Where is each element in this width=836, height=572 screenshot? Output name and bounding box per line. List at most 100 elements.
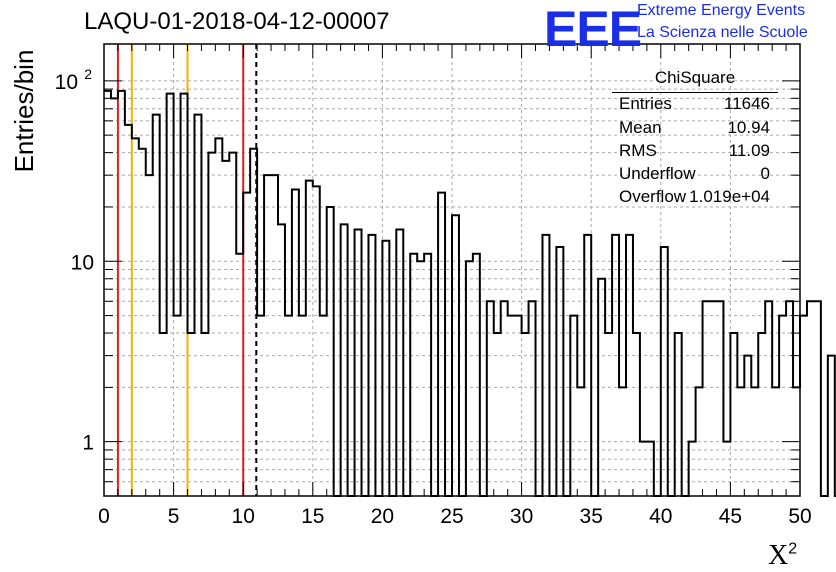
stat-label-entries: Entries (619, 94, 672, 113)
stat-value-rms: 11.09 (728, 141, 770, 160)
histogram-bin (132, 138, 139, 496)
histogram-bin (201, 333, 208, 496)
histogram-bin (647, 442, 654, 496)
histogram-bin (786, 301, 793, 496)
histogram-bin (689, 442, 696, 496)
histogram-bin (730, 333, 737, 496)
histogram-bin (529, 301, 536, 496)
histogram-bin (285, 316, 292, 496)
histogram-bin (306, 181, 313, 496)
histogram-bin (723, 442, 730, 496)
x-tick-label: 50 (788, 505, 811, 528)
histogram-bin (751, 387, 758, 496)
x-tick-label: 25 (440, 505, 463, 528)
histogram-bin (744, 356, 751, 496)
histogram-bin (111, 98, 118, 496)
histogram-bin (452, 215, 459, 496)
histogram-bin (758, 333, 765, 496)
histogram-bin (800, 316, 807, 496)
histogram-bin (570, 316, 577, 496)
histogram-bin (313, 186, 320, 496)
x-axis-label-base: X (768, 540, 789, 571)
histogram-bin (508, 316, 515, 496)
histogram-bin (807, 301, 814, 496)
histogram-bin (716, 301, 723, 496)
histogram-bin (494, 333, 501, 496)
stat-label-rms: RMS (619, 141, 657, 160)
stat-value-mean: 10.94 (727, 118, 770, 137)
histogram-bin (675, 333, 682, 496)
histogram-bin (612, 235, 619, 496)
histogram-bin (167, 94, 174, 496)
histogram-bin (598, 279, 605, 496)
stat-value-entries: 11646 (723, 94, 770, 113)
histogram-series (104, 89, 836, 497)
histogram-bin (577, 387, 584, 496)
histogram-bin (633, 333, 640, 496)
histogram-bin (396, 229, 403, 496)
histogram-bin (320, 316, 327, 496)
histogram-bin (368, 235, 375, 496)
histogram-bin (222, 161, 229, 496)
stats-box-title: ChiSquare (654, 68, 736, 87)
histogram-bin (250, 149, 257, 496)
x-tick-label: 5 (168, 505, 180, 528)
histogram-bin (765, 301, 772, 496)
histogram-bin (125, 125, 132, 496)
histogram-bin (466, 261, 473, 496)
x-tick-label: 45 (719, 505, 742, 528)
histogram-bin (417, 261, 424, 496)
histogram-bin (208, 153, 215, 496)
histogram-bin (160, 333, 167, 496)
stat-label-mean: Mean (619, 118, 662, 137)
histogram-bin (626, 235, 633, 496)
logo-line-2: La Scienza nelle Scuole (637, 24, 808, 41)
x-tick-label: 15 (301, 505, 324, 528)
y-axis-label: Entries/bin (9, 49, 39, 173)
histogram-bin (229, 153, 236, 496)
stat-label-underflow: Underflow (619, 164, 696, 183)
histogram-bin (772, 387, 779, 496)
histogram-bin (257, 316, 264, 496)
histogram-bin (215, 138, 222, 496)
histogram-bin (501, 301, 508, 496)
histogram-bin (703, 301, 710, 496)
eee-logo: EEE (544, 1, 642, 57)
x-tick-label: 40 (649, 505, 672, 528)
histogram-bin (522, 333, 529, 496)
histogram-bin (243, 193, 250, 496)
stat-label-overflow: Overflow (619, 187, 687, 206)
histogram-bin (194, 115, 201, 496)
histogram-bin (605, 333, 612, 496)
x-tick-label: 20 (371, 505, 394, 528)
histogram-bin (341, 224, 348, 496)
histogram-bin (146, 175, 153, 496)
y-tick-label: 10 (55, 71, 78, 94)
histogram-bin (382, 241, 389, 496)
histogram-bin (410, 254, 417, 496)
histogram-bin (299, 316, 306, 496)
logo-line-1: Extreme Energy Events (637, 2, 806, 19)
histogram-bin (814, 301, 821, 496)
histogram-bin (181, 94, 188, 496)
histogram-bin (424, 254, 431, 496)
stat-value-underflow: 0 (760, 164, 770, 183)
histogram-bin (779, 316, 786, 496)
histogram-bin (292, 189, 299, 496)
x-tick-label: 0 (98, 505, 110, 528)
histogram-bin (236, 254, 243, 496)
histogram-bin (696, 387, 703, 496)
chart-title: LAQU-01-2018-04-12-00007 (84, 8, 390, 35)
histogram-bin (710, 301, 717, 496)
histogram-bin (640, 442, 647, 496)
histogram-bin (327, 207, 334, 496)
histogram-bin (278, 224, 285, 496)
histogram-bin (542, 235, 549, 496)
x-tick-label: 10 (232, 505, 255, 528)
histogram-bin (828, 356, 835, 496)
histogram-bin (515, 316, 522, 496)
histogram-bin (661, 247, 668, 496)
histogram-bin (104, 91, 111, 496)
histogram-bin (271, 175, 278, 496)
